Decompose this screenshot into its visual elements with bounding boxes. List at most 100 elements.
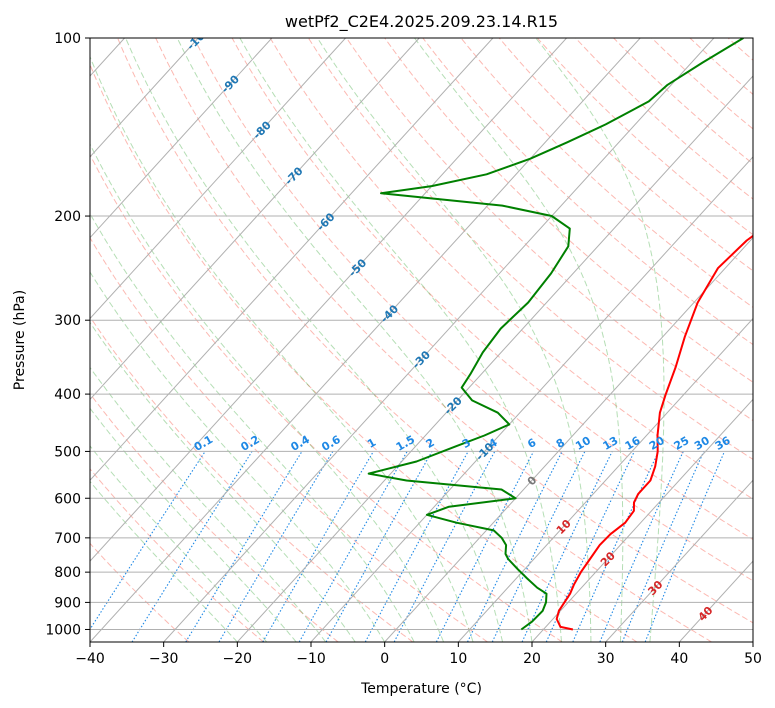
moist-adiabat (90, 445, 268, 642)
x-tick-label: −40 (75, 651, 105, 667)
y-tick-label: 700 (54, 531, 81, 547)
x-tick-label: 30 (597, 651, 615, 667)
isotherm-line (236, 75, 753, 642)
dry-adiabat (90, 236, 488, 642)
y-tick-label: 100 (54, 31, 81, 47)
temperature-profile (555, 234, 753, 631)
isotherm-line (90, 38, 346, 320)
isotherm-line (90, 38, 420, 401)
mixing-ratio-line (218, 451, 334, 642)
isotherm-line (90, 38, 273, 239)
moist-adiabat (90, 480, 238, 642)
x-tick-label: 40 (670, 651, 688, 667)
dry-adiabat (384, 38, 753, 383)
mixing-ratio-line (90, 451, 206, 631)
x-tick-label: 10 (449, 651, 467, 667)
y-tick-label: 200 (54, 209, 81, 225)
moist-adiabat (125, 38, 503, 642)
mixing-ratio-label: 20 (647, 434, 667, 453)
mixing-ratio-label: 36 (713, 434, 733, 453)
mixing-ratio-line (599, 451, 684, 642)
mixing-ratio-line (491, 451, 586, 642)
mixing-ratio-line (325, 451, 433, 642)
dry-adiabat (269, 38, 753, 500)
dry-adiabat (727, 38, 753, 61)
moist-adiabat (90, 55, 474, 642)
y-axis-label: Pressure (hPa) (12, 290, 28, 390)
mixing-ratio-line (185, 451, 303, 642)
isotherm-line (90, 38, 567, 562)
isotherm-line (678, 560, 753, 642)
y-tick-label: 800 (54, 565, 81, 581)
moist-adiabat (176, 38, 533, 642)
dry-adiabat (90, 542, 190, 642)
moist-adiabat (535, 38, 665, 642)
mixing-ratio-line (572, 451, 660, 642)
mixing-ratio-line (298, 451, 408, 642)
dry-adiabat (90, 316, 414, 642)
x-tick-label: −30 (149, 651, 179, 667)
isotherm-line (90, 38, 494, 482)
moist-adiabat (90, 271, 386, 642)
moist-adiabat (316, 38, 592, 642)
mixing-ratio-line (621, 451, 705, 642)
x-tick-label: 50 (744, 651, 762, 667)
dry-adiabat (231, 38, 753, 541)
mixing-ratio-label: 10 (573, 434, 593, 453)
plot-frame (89, 37, 754, 643)
isotherm-line (163, 38, 715, 642)
dry-adiabat (536, 38, 753, 236)
dry-adiabat (346, 38, 753, 422)
dry-adiabat (90, 392, 339, 642)
isotherm-line (531, 398, 753, 642)
x-tick-label: 20 (523, 651, 541, 667)
dry-adiabat (460, 38, 753, 308)
isotherm-line (310, 156, 753, 642)
moist-adiabat (414, 38, 624, 642)
mixing-ratio-line (393, 451, 496, 642)
mixing-ratio-label: 25 (672, 434, 692, 453)
x-tick-label: −10 (296, 651, 326, 667)
mixing-ratio-line (521, 451, 613, 642)
mixing-ratio-line (131, 451, 253, 642)
x-tick-label: 0 (380, 651, 389, 667)
y-tick-label: 1000 (45, 622, 81, 638)
isotherm-line (457, 317, 753, 642)
isotherm-line (384, 236, 753, 642)
mixing-ratio-label: 1.5 (394, 433, 417, 454)
moist-adiabat (90, 143, 445, 642)
dry-adiabat (155, 38, 753, 624)
mixing-ratio-label: 6 (525, 436, 538, 451)
dry-adiabat (651, 38, 753, 130)
moist-adiabat (90, 212, 415, 642)
y-tick-label: 400 (54, 387, 81, 403)
y-tick-label: 500 (54, 444, 81, 460)
mixing-ratio-line (364, 451, 469, 642)
y-tick-label: 300 (54, 313, 81, 329)
dry-adiabat (90, 63, 638, 642)
isotherm-line (90, 38, 641, 642)
chart-title: wetPf2_C2E4.2025.209.23.14.R15 (285, 12, 558, 32)
mixing-ratio-label: 1 (365, 436, 378, 451)
dewpoint-profile (367, 38, 744, 631)
mixing-ratio-line (262, 451, 374, 642)
dry-adiabat (689, 38, 753, 96)
moist-adiabat (90, 321, 356, 642)
y-tick-label: 600 (54, 491, 81, 507)
isotherm-line (752, 641, 753, 642)
moist-adiabat (239, 38, 562, 642)
x-axis-label: Temperature (°C) (360, 681, 482, 697)
mixing-ratio-label: 0.2 (239, 433, 262, 454)
isotherm-line (605, 479, 753, 642)
isotherm-line (90, 38, 199, 158)
mixing-ratio-label: 0.4 (289, 433, 313, 454)
dry-adiabat (90, 153, 563, 642)
dry-adiabat (193, 38, 753, 582)
mixing-ratio-label: 0.6 (319, 433, 343, 454)
y-tick-label: 900 (54, 595, 81, 611)
mixing-ratio-label: 30 (692, 434, 712, 453)
dry-adiabat (90, 468, 264, 642)
moist-adiabat (90, 366, 327, 642)
